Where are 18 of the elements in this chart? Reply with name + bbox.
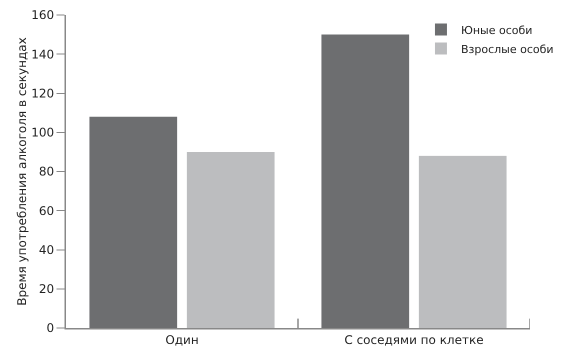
x-tick-label: С соседями по клетке xyxy=(344,332,484,347)
y-tick-label: 60 xyxy=(38,204,54,218)
y-axis-title: Время употребления алкоголя в секундах xyxy=(15,37,30,306)
legend-label: Юные особи xyxy=(460,24,532,37)
y-tick-label: 0 xyxy=(46,321,54,336)
bar xyxy=(321,34,410,328)
y-tick-label: 80 xyxy=(38,164,54,179)
x-tick-label: Один xyxy=(165,332,199,347)
y-tick-label: 140 xyxy=(31,47,54,62)
legend-label: Взрослые особи xyxy=(460,42,554,56)
bar xyxy=(89,116,178,328)
y-tick-label: 160 xyxy=(31,8,54,22)
y-tick-label: 20 xyxy=(38,282,54,296)
y-tick-label: 100 xyxy=(31,126,54,140)
y-tick-label: 120 xyxy=(31,86,54,100)
bar xyxy=(418,156,507,328)
bar xyxy=(186,152,275,328)
y-tick-label: 40 xyxy=(38,242,54,257)
